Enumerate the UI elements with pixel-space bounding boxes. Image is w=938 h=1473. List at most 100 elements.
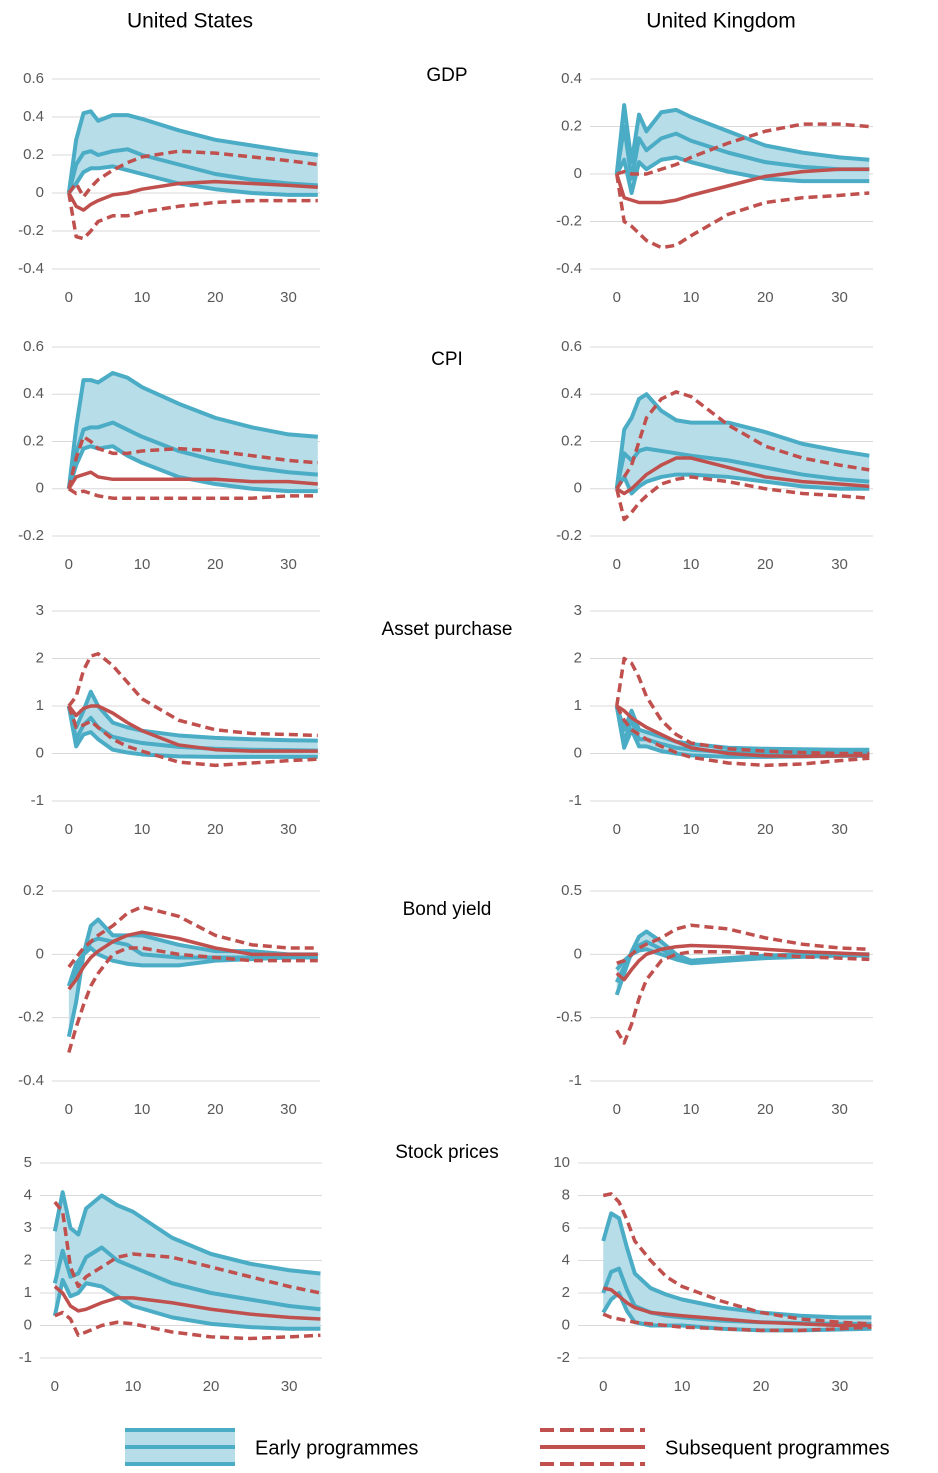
y-tick-label: 0 (574, 165, 582, 182)
subsequent-median (67, 179, 318, 212)
y-tick-label: 2 (562, 1284, 570, 1301)
y-tick-label: -0.2 (556, 527, 582, 544)
band (68, 372, 318, 492)
y-tick-label: 5 (24, 1154, 32, 1171)
y-tick-label: 0 (36, 184, 44, 201)
y-tick-label: -1 (569, 1072, 582, 1089)
x-tick-label: 30 (280, 289, 297, 306)
y-tick-label: 6 (562, 1219, 570, 1236)
x-tick-label: 0 (613, 556, 621, 573)
row-title: Asset purchase (382, 619, 513, 640)
panel: 0.6 0.4 0.2 0 -0.2 -0.4 0 10 20 30 (18, 70, 320, 306)
x-tick-label: 20 (207, 821, 224, 838)
subsequent-lower (615, 173, 870, 250)
x-tick-label: 30 (831, 556, 848, 573)
y-tick-label: 0.2 (561, 432, 582, 449)
early-upper (52, 1190, 321, 1276)
subsequent-lower (67, 487, 318, 500)
subsequent-upper (67, 652, 318, 738)
band (616, 394, 870, 494)
panel: 0.4 0.2 0 -0.2 -0.4 0 10 20 30 (556, 70, 873, 306)
x-tick-label: 10 (683, 1101, 700, 1118)
subsequent-median (67, 470, 318, 490)
x-tick-label: 0 (65, 556, 73, 573)
band (68, 111, 318, 195)
y-tick-label: 0.6 (23, 338, 44, 355)
y-tick-label: 0.4 (561, 385, 582, 402)
y-tick-label: 0 (24, 1316, 32, 1333)
y-tick-label: 0 (574, 744, 582, 761)
subsequent-lower (615, 475, 870, 522)
x-tick-label: 20 (207, 1101, 224, 1118)
subsequent-upper (615, 390, 870, 490)
y-tick-label: -0.2 (556, 212, 582, 229)
x-tick-label: 30 (281, 1378, 298, 1395)
subsequent-lower (54, 1310, 321, 1341)
subsequent-lower (615, 705, 870, 768)
y-tick-label: 0.6 (561, 338, 582, 355)
y-tick-label: 2 (36, 649, 44, 666)
early-lower (614, 155, 870, 195)
panel: 0.5 0 -0.5 -1 0 10 20 30 (556, 882, 873, 1118)
x-tick-label: 20 (757, 289, 774, 306)
y-tick-label: 0 (562, 1316, 570, 1333)
x-tick-label: 30 (280, 556, 297, 573)
x-tick-label: 20 (753, 1378, 770, 1395)
x-tick-label: 10 (683, 289, 700, 306)
x-tick-label: 20 (757, 556, 774, 573)
early-upper (66, 109, 319, 194)
early-upper (601, 1211, 872, 1320)
x-tick-label: 30 (280, 1101, 297, 1118)
column-title: United Kingdom (646, 10, 795, 33)
y-tick-label: 2 (24, 1251, 32, 1268)
subsequent-upper (602, 1192, 872, 1326)
y-tick-label: 3 (36, 602, 44, 619)
x-tick-label: 30 (831, 821, 848, 838)
y-tick-label: -0.4 (18, 260, 44, 277)
subsequent-lower (615, 950, 870, 1045)
x-tick-label: 20 (203, 1378, 220, 1395)
subsequent-lower (67, 946, 318, 1053)
subsequent-median (53, 1285, 321, 1321)
legend: Early programmes Subsequent programmes (125, 1428, 890, 1466)
x-tick-label: 30 (280, 821, 297, 838)
y-tick-label: 0.2 (23, 882, 44, 899)
early-median (66, 147, 318, 194)
subsequent-upper (53, 1200, 321, 1295)
y-tick-label: -0.4 (18, 1072, 44, 1089)
y-tick-label: 0.5 (561, 882, 582, 899)
y-tick-label: 2 (574, 649, 582, 666)
band (616, 931, 870, 995)
y-tick-label: 4 (24, 1186, 32, 1203)
subsequent-upper (67, 905, 318, 969)
y-tick-label: 0 (36, 480, 44, 497)
subsequent-median (615, 456, 870, 496)
x-tick-label: 30 (831, 1101, 848, 1118)
subsequent-upper (616, 923, 870, 965)
x-tick-label: 10 (674, 1378, 691, 1395)
x-tick-label: 10 (683, 556, 700, 573)
y-tick-label: 0 (574, 945, 582, 962)
y-tick-label: 3 (24, 1219, 32, 1236)
x-tick-label: 10 (134, 289, 151, 306)
x-tick-label: 20 (207, 556, 224, 573)
panel: 0.6 0.4 0.2 0 -0.2 0 10 20 30 (18, 338, 320, 573)
x-tick-label: 0 (65, 1101, 73, 1118)
x-tick-label: 0 (65, 289, 73, 306)
y-tick-label: -2 (557, 1349, 570, 1366)
subsequent-lower (67, 705, 318, 768)
y-tick-label: 4 (562, 1251, 570, 1268)
y-tick-label: -0.4 (556, 260, 582, 277)
legend-label: Early programmes (255, 1437, 418, 1459)
y-tick-label: 0.4 (23, 385, 44, 402)
x-tick-label: 0 (51, 1378, 59, 1395)
y-tick-label: -0.2 (18, 527, 44, 544)
y-tick-label: -1 (569, 792, 582, 809)
row-title: Bond yield (403, 899, 492, 920)
x-tick-label: 0 (65, 821, 73, 838)
x-tick-label: 10 (134, 821, 151, 838)
panel: 0.2 0 -0.2 -0.4 0 10 20 30 (18, 882, 320, 1118)
